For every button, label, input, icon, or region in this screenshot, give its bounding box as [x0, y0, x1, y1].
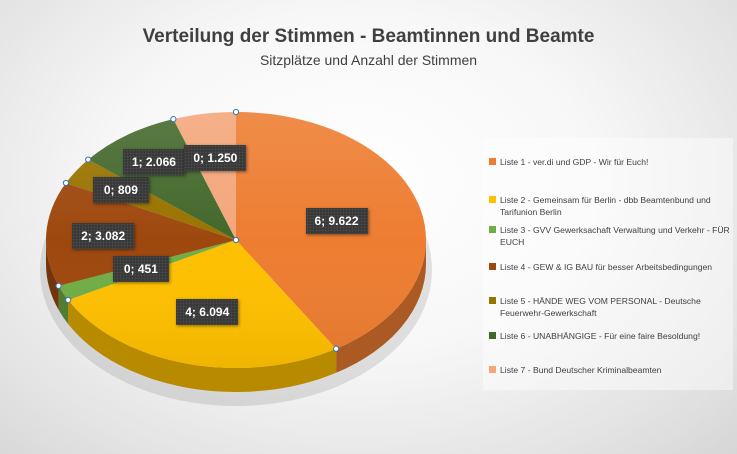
legend: Liste 1 - ver.di und GDP - Wir für Euch!… [483, 138, 733, 390]
selection-handle[interactable] [232, 108, 240, 116]
legend-swatch [489, 297, 496, 304]
legend-label: Liste 4 - GEW & IG BAU für besser Arbeit… [500, 262, 713, 272]
pie-side-liste-2 [68, 299, 337, 392]
chart-title: Verteilung der Stimmen - Beamtinnen und … [142, 26, 595, 47]
data-label-liste-7: 0; 1.250 [184, 144, 247, 171]
selection-handle[interactable] [65, 296, 72, 304]
legend-swatch [489, 196, 496, 203]
legend-swatch [489, 158, 496, 165]
data-label-liste-3: 0; 451 [112, 256, 169, 283]
selection-handle[interactable] [55, 282, 62, 289]
legend-label: Liste 5 - HÄNDE WEG VOM PERSONAL - Deuts… [500, 296, 701, 318]
legend-label: Liste 7 - Bund Deutscher Kriminalbeamten [500, 365, 662, 375]
selection-handle[interactable] [333, 345, 340, 352]
legend-swatch [489, 226, 496, 233]
data-label-liste-4: 2; 3.082 [72, 222, 135, 249]
legend-swatch [489, 263, 496, 270]
chart-subtitle: Sitzplätze und Anzahl der Stimmen [259, 52, 478, 68]
data-label-liste-6: 1; 2.066 [122, 148, 185, 175]
selection-handle[interactable] [85, 156, 92, 163]
selection-handle[interactable] [62, 179, 70, 187]
selection-handle[interactable] [232, 236, 240, 244]
legend-swatch [489, 366, 496, 373]
data-label-liste-2: 4; 6.094 [176, 298, 239, 325]
legend-label: Liste 3 - GVV Gewerksachaft Verwaltung u… [500, 225, 730, 247]
legend-swatch [489, 332, 496, 339]
data-label-liste-1: 6; 9.622 [305, 207, 368, 234]
data-label-liste-5: 0; 809 [92, 177, 149, 204]
legend-label: Liste 1 - ver.di und GDP - Wir für Euch! [500, 157, 649, 167]
legend-label: Liste 6 - UNABHÄNGIGE - Für eine faire B… [500, 331, 701, 341]
legend-label: Liste 2 - Gemeinsam für Berlin - dbb Bea… [500, 195, 711, 217]
selection-handle[interactable] [170, 116, 177, 123]
